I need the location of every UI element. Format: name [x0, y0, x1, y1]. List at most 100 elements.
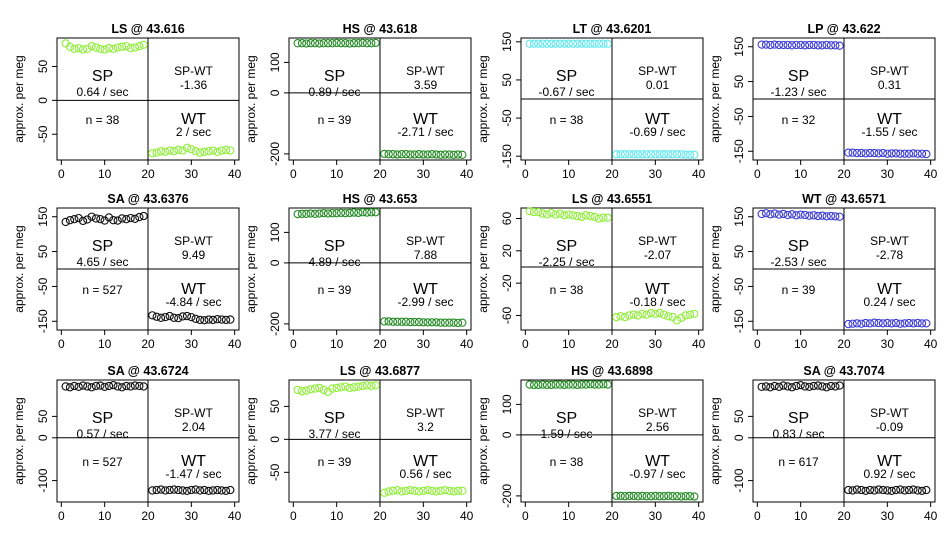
x-tick-label: 10	[562, 337, 576, 351]
x-tick-label: 40	[228, 337, 242, 351]
data-point	[122, 41, 131, 51]
data-point	[633, 492, 643, 501]
data-point	[891, 149, 901, 158]
data-point	[195, 486, 205, 495]
wt-rate: 0.92 / sec	[863, 467, 915, 481]
data-point	[690, 309, 699, 318]
sp-wt-value: 2.04	[182, 420, 206, 434]
data-point	[397, 150, 406, 159]
data-point	[529, 380, 539, 390]
data-point	[555, 380, 565, 389]
data-point	[568, 39, 578, 48]
data-point	[620, 492, 630, 501]
data-point	[182, 143, 192, 152]
data-point	[922, 485, 931, 495]
data-point	[388, 317, 398, 326]
data-point	[293, 39, 302, 48]
n-label: n = 527	[82, 283, 123, 297]
data-point	[174, 313, 183, 323]
data-point	[913, 318, 922, 328]
wt-label: WT	[645, 281, 670, 298]
data-point	[406, 317, 415, 327]
data-point	[774, 382, 784, 391]
data-point	[865, 485, 875, 495]
data-point	[844, 148, 853, 157]
x-tick-label: 20	[837, 509, 851, 523]
data-point	[835, 381, 844, 390]
sp-label: SP	[788, 68, 809, 85]
data-point	[130, 43, 140, 52]
data-point	[770, 381, 779, 391]
data-point	[568, 380, 578, 389]
data-point	[213, 147, 222, 157]
data-point	[538, 380, 547, 389]
sp-rate: 3.77 / sec	[308, 427, 360, 441]
data-point	[349, 39, 359, 48]
n-label: n = 38	[550, 455, 584, 469]
data-point	[917, 149, 927, 158]
data-point	[818, 211, 827, 220]
data-point	[629, 310, 638, 319]
data-point	[774, 40, 784, 50]
wt-rate: -2.99 / sec	[397, 295, 453, 309]
data-point	[534, 207, 543, 217]
data-point	[221, 486, 231, 496]
sp-wt-label: SP-WT	[406, 406, 445, 420]
data-point	[529, 207, 539, 217]
data-point	[109, 380, 118, 390]
data-point	[104, 381, 114, 391]
panel-3: LT @ 43.6201 approx. per meg 150 50 -50 -150 0…	[476, 22, 706, 181]
y-tick-label: 0	[36, 97, 50, 104]
panel-title: SA @ 43.7074	[803, 364, 884, 378]
data-point	[783, 40, 792, 50]
data-point	[204, 315, 213, 324]
sp-wt-value: 3.59	[414, 78, 438, 92]
sp-wt-label: SP-WT	[638, 234, 677, 248]
x-tick-label: 30	[185, 509, 199, 523]
data-point	[870, 318, 879, 327]
x-tick-label: 0	[522, 337, 529, 351]
y-axis-label: approx. per meg	[12, 397, 26, 484]
data-point	[564, 380, 573, 389]
data-point	[388, 150, 398, 159]
data-point	[91, 214, 101, 223]
data-point	[187, 485, 196, 495]
data-point	[178, 486, 187, 495]
data-point	[139, 40, 148, 49]
data-point	[861, 486, 870, 496]
wt-rate: -1.47 / sec	[165, 467, 221, 481]
data-point	[135, 41, 144, 51]
wt-rate: -0.97 / sec	[629, 467, 685, 481]
x-tick-label: 0	[522, 167, 529, 181]
data-point	[883, 149, 892, 158]
data-point	[664, 312, 673, 321]
data-point	[436, 150, 445, 159]
data-point	[410, 150, 419, 159]
data-point	[74, 382, 83, 391]
data-point	[297, 209, 307, 218]
data-point	[315, 383, 324, 393]
data-point	[148, 311, 157, 320]
data-point	[655, 492, 664, 501]
n-label: n = 617	[778, 455, 819, 469]
sp-label: SP	[324, 410, 345, 427]
data-point	[200, 147, 209, 157]
data-point	[573, 39, 582, 48]
wt-label: WT	[181, 111, 206, 128]
panel-title: LS @ 43.6551	[572, 192, 652, 206]
y-tick-label: 100	[268, 52, 282, 72]
data-point	[165, 311, 174, 321]
sp-label: SP	[92, 238, 113, 255]
y-tick-label: -100	[732, 468, 746, 492]
data-point	[904, 149, 914, 158]
y-tick-label: 50	[732, 75, 746, 89]
data-point	[423, 485, 432, 495]
data-point	[61, 217, 70, 227]
panel-9: SA @ 43.6724 approx. per meg 50 0 -100 0 10 20 3…	[12, 364, 242, 523]
data-point	[187, 312, 196, 322]
data-point	[161, 312, 170, 322]
data-point	[349, 208, 359, 217]
data-point	[91, 43, 101, 52]
y-tick-label: 50	[36, 409, 50, 423]
wt-label: WT	[877, 453, 902, 470]
